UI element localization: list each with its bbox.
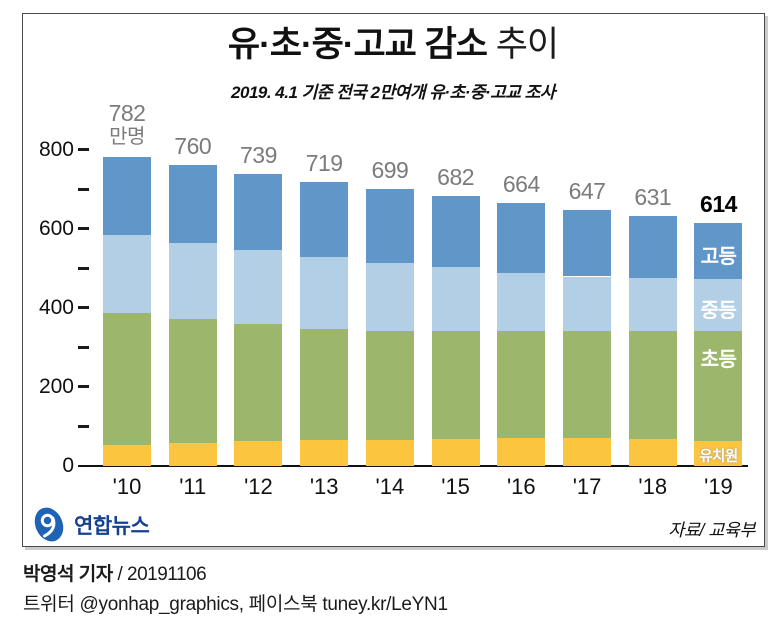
bar-value-label: 631	[634, 184, 672, 211]
y-axis-minor-tick-100	[78, 424, 89, 428]
data-source-credit: 자료/ 교육부	[668, 520, 755, 540]
byline: 박영석 기자 / 20191106	[23, 559, 207, 586]
title-tail: 추이	[486, 25, 559, 64]
y-axis-minor-tick-700	[78, 187, 89, 191]
bar-segment-kindergarten	[431, 438, 480, 466]
bar-segment-kindergarten	[168, 443, 217, 466]
x-axis-label-10: '10	[112, 474, 142, 499]
bar-segment-middle	[365, 262, 414, 332]
page-title: 유·초·중·고교 감소 추이	[22, 25, 764, 64]
bar-segment-high	[234, 173, 283, 251]
x-axis-label-14: '14	[375, 474, 405, 499]
bar-value-label: 664	[502, 171, 540, 198]
bar-segment-middle	[300, 257, 349, 330]
byline-date: / 20191106	[112, 564, 207, 585]
bar-segment-kindergarten	[365, 439, 414, 466]
x-axis-label-17: '17	[572, 474, 602, 499]
bar-segment-kindergarten	[497, 437, 546, 466]
y-axis-minor-tick-500	[78, 266, 89, 270]
bar-segment-elementary	[628, 331, 677, 440]
bar-segment-middle	[497, 273, 546, 332]
x-axis-label-19: '19	[704, 474, 733, 499]
bar-segment-high	[365, 189, 414, 263]
title-main: 유·초·중·고교 감소	[227, 25, 488, 64]
x-axis-label-13: '13	[309, 474, 339, 499]
y-axis-label-600: 600	[38, 216, 74, 240]
bar-segment-middle	[431, 267, 480, 331]
x-axis-line	[78, 464, 748, 468]
bar-segment-middle	[103, 234, 151, 314]
bar-segment-kindergarten	[300, 439, 349, 466]
y-axis-tick-400	[78, 306, 89, 310]
legend-kindergarten: 유치원	[699, 449, 738, 466]
y-axis-label-0: 0	[62, 454, 74, 477]
y-axis-tick-200	[78, 385, 89, 389]
legend-elementary: 초등	[700, 349, 737, 372]
yonhap-logo: 연합뉴스	[30, 504, 150, 545]
bar-segment-middle	[694, 279, 743, 332]
bar-segment-kindergarten	[103, 444, 151, 466]
bar-segment-high	[168, 165, 217, 243]
y-axis-tick-800	[78, 148, 89, 152]
bar-segment-middle	[628, 277, 677, 332]
reporter-name: 박영석 기자	[23, 564, 113, 585]
bar-segment-kindergarten	[563, 438, 612, 466]
bar-segment-elementary	[563, 331, 612, 439]
x-axis-label-12: '12	[244, 474, 273, 499]
bar-segment-high	[103, 156, 151, 235]
bar-value-label: 699	[371, 157, 409, 184]
bar-segment-high	[694, 223, 743, 280]
y-axis-minor-tick-300	[78, 345, 89, 349]
unit-label: 만명	[109, 125, 145, 148]
legend-high: 고등	[700, 246, 737, 269]
x-axis-label-11: '11	[179, 474, 207, 499]
y-axis-label-400: 400	[38, 295, 74, 319]
x-axis-label-15: '15	[441, 474, 470, 499]
bar-segment-middle	[563, 276, 612, 332]
bar-segment-elementary	[234, 323, 283, 442]
bar-segment-middle	[234, 250, 283, 324]
legend-middle: 중등	[700, 300, 737, 323]
chart-subtitle: 2019. 4.1 기준 전국 2만여개 유·초·중·고교 조사	[231, 83, 555, 102]
bar-segment-high	[431, 196, 480, 268]
bar-value-label: 760	[174, 133, 212, 160]
yonhap-logo-text: 연합뉴스	[74, 514, 150, 538]
bar-segment-high	[497, 203, 546, 274]
bar-segment-elementary	[431, 330, 480, 439]
y-axis-tick-600	[78, 227, 89, 231]
yonhap-logo-icon	[34, 507, 64, 542]
bar-segment-elementary	[497, 331, 546, 438]
x-axis-label-16: '16	[506, 474, 536, 499]
bar-segment-high	[300, 181, 349, 258]
bar-segment-high	[628, 216, 677, 278]
bar-segment-elementary	[300, 329, 349, 440]
bar-segment-elementary	[365, 331, 414, 440]
bar-segment-kindergarten	[694, 440, 743, 466]
bar-value-label: 719	[305, 149, 343, 176]
bar-segment-elementary	[168, 318, 217, 444]
bar-value-label: 614	[700, 191, 737, 218]
y-axis-label-800: 800	[38, 137, 74, 161]
bar-value-label: 682	[437, 164, 475, 191]
social-links: 트위터 @yonhap_graphics, 페이스북 tuney.kr/LeYN…	[23, 594, 448, 615]
bar-segment-kindergarten	[234, 441, 283, 466]
bar-value-label: 739	[240, 141, 277, 168]
y-axis-label-200: 200	[38, 374, 74, 398]
bar-segment-high	[563, 210, 612, 277]
bar-segment-elementary	[694, 331, 743, 441]
bar-segment-kindergarten	[628, 439, 677, 466]
bar-segment-elementary	[103, 313, 151, 445]
bar-segment-middle	[168, 242, 217, 319]
bar-value-label: 647	[568, 178, 606, 205]
x-axis-label-18: '18	[638, 474, 668, 499]
bar-value-label: 782 만명	[79, 101, 175, 149]
